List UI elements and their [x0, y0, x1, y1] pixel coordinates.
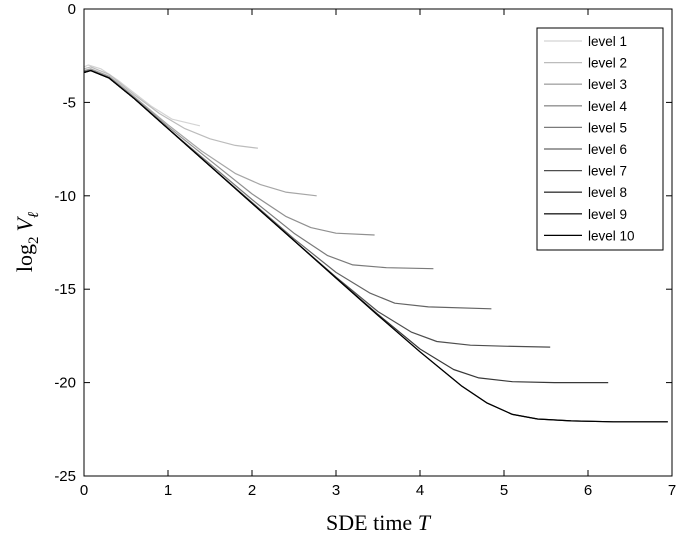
legend-label-level-7: level 7 — [588, 164, 627, 179]
series-line-level-2 — [83, 66, 258, 149]
x-tick-label: 2 — [248, 482, 256, 499]
series-line-level-4 — [83, 69, 375, 236]
legend-label-level-4: level 4 — [588, 99, 628, 114]
legend-label-level-2: level 2 — [588, 56, 627, 71]
x-tick-label: 4 — [416, 482, 424, 499]
y-tick-label: -15 — [54, 281, 76, 298]
y-tick-label: -5 — [63, 94, 76, 111]
y-tick-label: -20 — [54, 375, 76, 392]
legend-label-level-3: level 3 — [588, 77, 627, 92]
legend-label-level-1: level 1 — [588, 34, 627, 49]
y-axis-title: log2Vℓ — [12, 212, 42, 272]
legend: level 1 level 2 level 3 level 4 level 5 level… — [536, 27, 664, 251]
x-tick-label: 6 — [584, 482, 592, 499]
x-axis-title: SDE time T — [326, 510, 432, 535]
legend-label-level-9: level 9 — [588, 207, 627, 222]
legend-label-level-6: level 6 — [588, 142, 627, 157]
x-tick-label: 7 — [668, 482, 676, 499]
series-line-level-10 — [83, 70, 668, 423]
x-tick-label: 5 — [500, 482, 508, 499]
legend-label-level-8: level 8 — [588, 185, 627, 200]
x-tick-label: 3 — [332, 482, 340, 499]
y-tick-label: 0 — [68, 1, 76, 18]
legend-box — [536, 27, 664, 251]
series-line-level-3 — [83, 68, 317, 197]
x-tick-label: 0 — [80, 482, 88, 499]
legend-label-level-5: level 5 — [588, 120, 627, 135]
x-tick-label: 1 — [164, 482, 172, 499]
legend-label-level-10: level 10 — [588, 228, 635, 243]
series-line-level-1 — [83, 64, 201, 127]
ticks-layer: 0 1 2 3 4 5 6 7 0 -5 -10 -15 -20 -25 — [54, 1, 676, 499]
y-tick-label: -25 — [54, 468, 76, 485]
y-tick-label: -10 — [54, 188, 76, 205]
axes-box — [83, 8, 673, 477]
series-layer — [83, 64, 668, 423]
